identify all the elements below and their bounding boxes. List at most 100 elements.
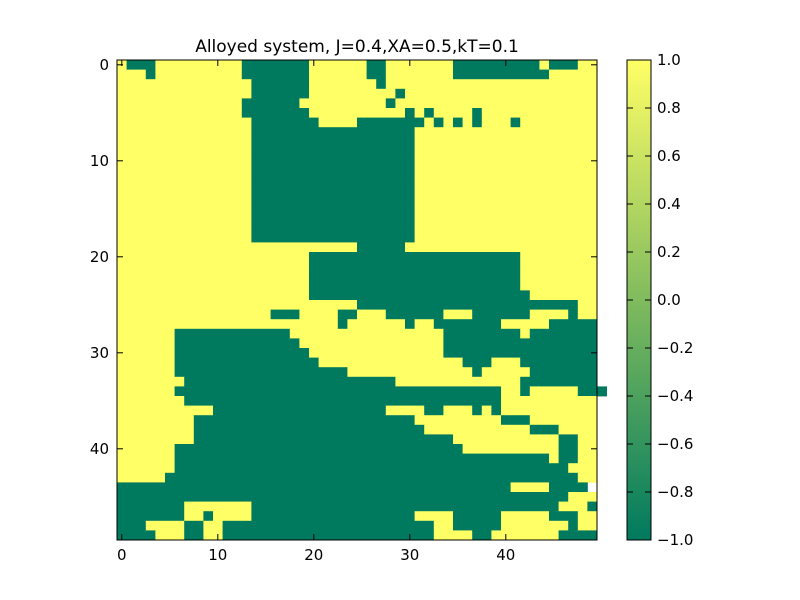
heatmap-cell bbox=[558, 434, 579, 445]
heatmap-cell bbox=[529, 290, 598, 301]
heatmap-cell bbox=[117, 280, 310, 291]
heatmap-cell bbox=[184, 530, 204, 541]
heatmap-cell bbox=[433, 520, 454, 531]
x-axis: 0 10 20 30 40 bbox=[117, 60, 515, 564]
heatmap-cell bbox=[337, 319, 348, 330]
heatmap-cell bbox=[357, 117, 425, 128]
heatmap-cell bbox=[520, 261, 598, 272]
heatmap-cell bbox=[568, 309, 579, 320]
heatmap-cell bbox=[462, 117, 473, 128]
heatmap-cell bbox=[309, 108, 406, 118]
heatmap-cell bbox=[491, 405, 502, 416]
heatmap-cell bbox=[117, 530, 156, 541]
heatmap-cell bbox=[117, 165, 252, 176]
heatmap-cell bbox=[117, 434, 195, 445]
heatmap-cell bbox=[309, 252, 521, 262]
heatmap-cell bbox=[539, 60, 550, 70]
heatmap-cell bbox=[289, 328, 444, 339]
heatmap-cell bbox=[145, 520, 185, 531]
heatmap-cell bbox=[155, 60, 243, 70]
heatmap-cell bbox=[299, 338, 444, 349]
heatmap-cell bbox=[520, 252, 598, 262]
heatmap-cell bbox=[414, 108, 425, 118]
heatmap-cell bbox=[491, 357, 521, 368]
y-tick-label: 20 bbox=[90, 248, 109, 266]
heatmap-cell bbox=[520, 376, 598, 387]
heatmap-cell bbox=[347, 367, 473, 378]
heatmap-cell bbox=[414, 146, 598, 157]
heatmap-cell bbox=[193, 434, 454, 445]
heatmap-cell bbox=[174, 367, 348, 378]
heatmap-cell bbox=[558, 444, 579, 454]
heatmap-cell bbox=[251, 156, 415, 166]
heatmap-cell bbox=[472, 405, 483, 416]
heatmap-cell bbox=[184, 396, 502, 406]
heatmap-cell bbox=[481, 405, 492, 416]
heatmap-cell bbox=[174, 386, 502, 397]
heatmap-cell bbox=[155, 530, 185, 541]
heatmap-cell bbox=[117, 405, 214, 416]
heatmap-cell bbox=[577, 309, 598, 320]
heatmap-cell bbox=[453, 60, 540, 70]
heatmap-cell bbox=[251, 213, 415, 224]
heatmap-cell bbox=[309, 348, 444, 358]
heatmap-cell bbox=[117, 453, 175, 464]
heatmap-cell bbox=[501, 520, 569, 531]
heatmap-cell bbox=[568, 463, 598, 474]
heatmap-cell bbox=[366, 69, 387, 80]
heatmap-cell bbox=[577, 60, 598, 70]
heatmap-cell bbox=[424, 405, 444, 416]
heatmap-cell bbox=[510, 482, 550, 493]
heatmap-cell bbox=[577, 386, 607, 397]
colorbar-tick-label: 0.2 bbox=[657, 243, 681, 261]
heatmap-cell bbox=[472, 309, 531, 320]
heatmap-cell bbox=[174, 348, 310, 358]
heatmap-cell bbox=[203, 520, 223, 531]
heatmap-cell bbox=[117, 194, 252, 205]
heatmap-cell bbox=[549, 482, 588, 493]
heatmap-cell bbox=[251, 88, 310, 99]
heatmap-cell bbox=[414, 136, 598, 147]
heatmap-cell bbox=[443, 405, 473, 416]
heatmap-cell bbox=[510, 117, 521, 128]
heatmap-cell bbox=[184, 501, 252, 512]
heatmap-cell bbox=[443, 309, 473, 320]
heatmap-cell bbox=[117, 136, 252, 147]
heatmap-cell bbox=[520, 280, 598, 291]
heatmap-cell bbox=[117, 69, 147, 80]
chart-title: Alloyed system, J=0.4,XA=0.5,kT=0.1 bbox=[195, 37, 519, 57]
heatmap-cell bbox=[462, 357, 492, 368]
heatmap-cell bbox=[174, 444, 463, 454]
heatmap-cell bbox=[117, 482, 511, 493]
heatmap-cell bbox=[117, 396, 185, 406]
heatmap-cell bbox=[453, 434, 559, 445]
heatmap-cell bbox=[385, 98, 396, 109]
heatmap-cell bbox=[501, 386, 521, 397]
heatmap-cell bbox=[414, 156, 598, 166]
heatmap-cell bbox=[376, 79, 387, 90]
heatmap-cell bbox=[184, 376, 396, 387]
heatmap-cell bbox=[117, 252, 310, 262]
heatmap-cell bbox=[117, 88, 252, 99]
colorbar-tick-label: 1.0 bbox=[657, 51, 681, 69]
heatmap-cell bbox=[117, 444, 175, 454]
heatmap-cell bbox=[184, 511, 204, 522]
heatmap-cell bbox=[117, 300, 358, 310]
heatmap-cell bbox=[309, 60, 367, 70]
heatmap-cell bbox=[558, 424, 598, 435]
heatmap-cell bbox=[549, 69, 598, 80]
heatmap-cell bbox=[251, 146, 415, 157]
heatmap-cell bbox=[117, 319, 339, 330]
heatmap-cell bbox=[309, 261, 521, 272]
heatmap-cell bbox=[395, 98, 598, 109]
heatmap-cell bbox=[414, 319, 435, 330]
heatmap-cell bbox=[117, 511, 185, 522]
heatmap-cell bbox=[309, 88, 396, 99]
heatmap-cell bbox=[453, 117, 463, 128]
heatmap-cell bbox=[117, 472, 166, 483]
heatmap-cell bbox=[117, 184, 252, 195]
heatmap-cell bbox=[443, 338, 598, 349]
heatmap-cell bbox=[472, 530, 492, 541]
heatmap-cell bbox=[117, 348, 175, 358]
